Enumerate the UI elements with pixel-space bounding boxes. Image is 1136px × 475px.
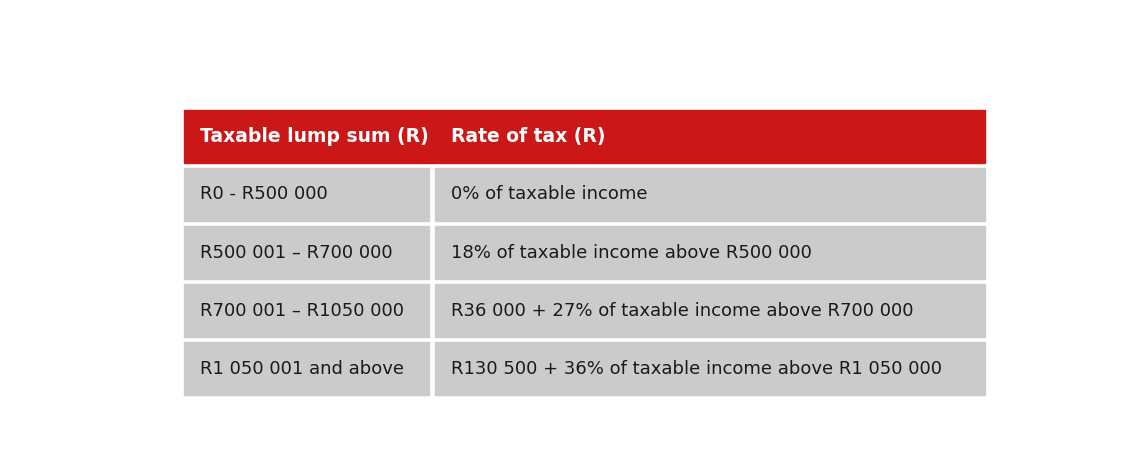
Bar [184,226,428,279]
Bar [184,284,428,337]
Bar [184,110,985,163]
Text: R700 001 – R1050 000: R700 001 – R1050 000 [200,302,404,320]
Bar [435,342,985,395]
Bar [184,342,428,395]
Text: R36 000 + 27% of taxable income above R700 000: R36 000 + 27% of taxable income above R7… [451,302,913,320]
Bar [435,226,985,279]
Bar [435,168,985,221]
Text: R500 001 – R700 000: R500 001 – R700 000 [200,244,393,262]
Text: R0 - R500 000: R0 - R500 000 [200,185,328,203]
Text: 18% of taxable income above R500 000: 18% of taxable income above R500 000 [451,244,812,262]
Text: 0% of taxable income: 0% of taxable income [451,185,648,203]
Text: Rate of tax (R): Rate of tax (R) [451,127,605,146]
Bar [435,284,985,337]
Bar [184,168,428,221]
Text: R130 500 + 36% of taxable income above R1 050 000: R130 500 + 36% of taxable income above R… [451,360,942,378]
Text: R1 050 001 and above: R1 050 001 and above [200,360,404,378]
Text: Taxable lump sum (R): Taxable lump sum (R) [200,127,429,146]
